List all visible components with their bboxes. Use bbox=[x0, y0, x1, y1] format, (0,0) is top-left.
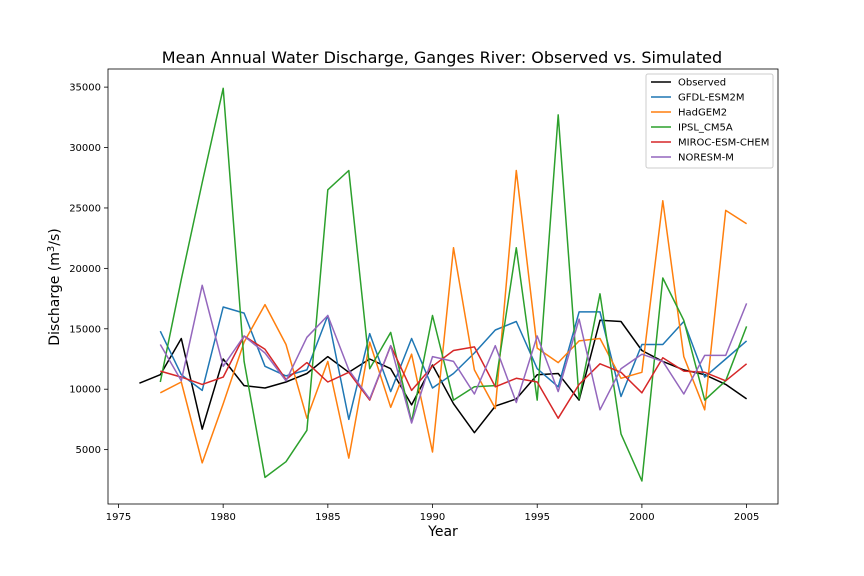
legend-label-noresm-m: NORESM-M bbox=[678, 153, 734, 164]
series-line-gfdl-esm2m bbox=[159, 306, 748, 421]
series-line-miroc-esm-chem bbox=[160, 335, 748, 419]
chart-title: Mean Annual Water Discharge, Ganges Rive… bbox=[162, 48, 722, 67]
y-axis-label-main: Discharge (m bbox=[47, 252, 63, 346]
legend-box bbox=[645, 73, 774, 169]
series-line-ipsl-cm5a bbox=[159, 87, 748, 482]
legend: Observed GFDL-ESM2M HadGEM2 IPSL_CM5A MIROC-… bbox=[645, 73, 774, 169]
x-tick-label: 1975 bbox=[106, 512, 131, 523]
x-tick-label: 2005 bbox=[734, 512, 759, 523]
x-tick-label: 1990 bbox=[420, 512, 445, 523]
legend-label-miroc-esm-chem: MIROC-ESM-CHEM bbox=[678, 138, 769, 149]
y-tick-label: 25000 bbox=[69, 203, 101, 214]
series-line-noresm-m bbox=[159, 284, 748, 424]
series-line-observed bbox=[139, 319, 748, 434]
plot-frame bbox=[107, 68, 779, 505]
y-tick-label: 5000 bbox=[76, 445, 101, 456]
x-tick-label: 2000 bbox=[629, 512, 654, 523]
y-tick-label: 20000 bbox=[69, 264, 101, 275]
x-tick-label: 1995 bbox=[524, 512, 549, 523]
y-tick-label: 15000 bbox=[69, 324, 101, 335]
x-axis-label: Year bbox=[427, 524, 458, 540]
series-line-hadgem2 bbox=[159, 169, 748, 464]
y-tick-label: 30000 bbox=[69, 143, 101, 154]
y-axis-label-superscript: 3 bbox=[46, 246, 57, 252]
x-tick-label: 1985 bbox=[315, 512, 340, 523]
legend-label-gfdl-esm2m: GFDL-ESM2M bbox=[678, 93, 745, 104]
y-axis-label-end: /s) bbox=[47, 228, 63, 245]
y-axis-ticks: 5000 10000 15000 20000 25000 30000 35000 bbox=[69, 83, 108, 456]
y-tick-label: 35000 bbox=[69, 83, 101, 94]
legend-label-observed: Observed bbox=[678, 78, 726, 89]
legend-label-hadgem2: HadGEM2 bbox=[678, 108, 727, 119]
x-tick-label: 1980 bbox=[210, 512, 235, 523]
y-tick-label: 10000 bbox=[69, 385, 101, 396]
x-axis-ticks: 1975 1980 1985 1990 1995 2000 2005 bbox=[106, 504, 759, 523]
y-axis-label: Discharge (m3/s) bbox=[46, 228, 63, 346]
plot-lines bbox=[139, 87, 748, 482]
legend-label-ipsl-cm5a: IPSL_CM5A bbox=[678, 123, 733, 134]
